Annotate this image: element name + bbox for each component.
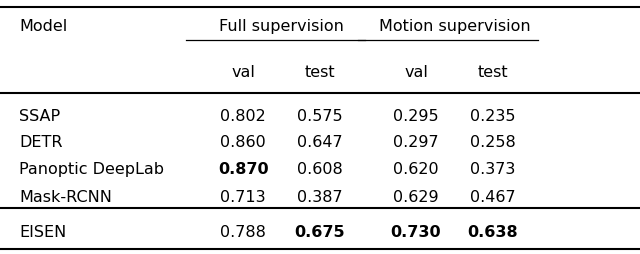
Text: 0.387: 0.387: [297, 189, 343, 204]
Text: 0.860: 0.860: [220, 135, 266, 150]
Text: 0.713: 0.713: [220, 189, 266, 204]
Text: 0.620: 0.620: [393, 162, 439, 176]
Text: 0.638: 0.638: [467, 224, 518, 239]
Text: Full supervision: Full supervision: [219, 19, 344, 34]
Text: 0.647: 0.647: [297, 135, 343, 150]
Text: DETR: DETR: [19, 135, 63, 150]
Text: 0.788: 0.788: [220, 224, 266, 239]
Text: 0.870: 0.870: [218, 162, 269, 176]
Text: 0.258: 0.258: [470, 135, 516, 150]
Text: 0.467: 0.467: [470, 189, 516, 204]
Text: 0.297: 0.297: [393, 135, 439, 150]
Text: 0.608: 0.608: [297, 162, 343, 176]
Text: EISEN: EISEN: [19, 224, 67, 239]
Text: val: val: [231, 65, 255, 80]
Text: SSAP: SSAP: [19, 108, 60, 123]
Text: val: val: [404, 65, 428, 80]
Text: 0.295: 0.295: [393, 108, 439, 123]
Text: Mask-RCNN: Mask-RCNN: [19, 189, 112, 204]
Text: 0.629: 0.629: [393, 189, 439, 204]
Text: 0.373: 0.373: [470, 162, 515, 176]
Text: 0.235: 0.235: [470, 108, 516, 123]
Text: 0.802: 0.802: [220, 108, 266, 123]
Text: Motion supervision: Motion supervision: [379, 19, 530, 34]
Text: test: test: [477, 65, 508, 80]
Text: 0.575: 0.575: [297, 108, 343, 123]
Text: 0.730: 0.730: [390, 224, 442, 239]
Text: 0.675: 0.675: [294, 224, 346, 239]
Text: Panoptic DeepLab: Panoptic DeepLab: [19, 162, 164, 176]
Text: test: test: [305, 65, 335, 80]
Text: Model: Model: [19, 19, 67, 34]
